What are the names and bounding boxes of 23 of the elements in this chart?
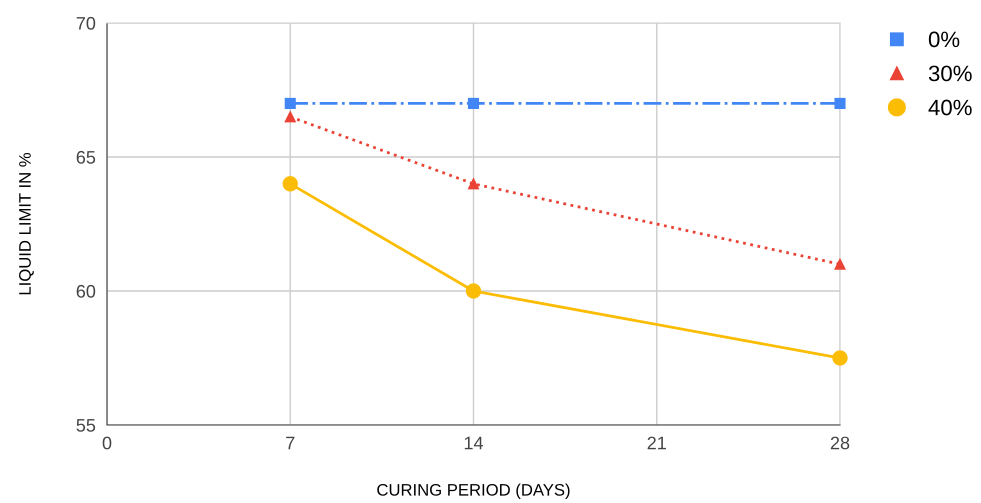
x-axis-title: CURING PERIOD (DAYS) — [377, 484, 570, 500]
x-tick-label: 14 — [464, 436, 484, 450]
x-tick-label: 21 — [648, 436, 666, 450]
point — [468, 98, 480, 109]
y-tick-label: 65 — [76, 150, 96, 164]
legend-label: 0% — [928, 32, 960, 48]
y-tick-label: 55 — [76, 419, 96, 432]
x-tick-label: 28 — [830, 436, 850, 450]
point — [284, 98, 296, 109]
point — [282, 176, 298, 192]
legend-label: 30% — [928, 66, 972, 82]
point — [466, 283, 482, 299]
y-axis-title: LIQUID LIMIT IN % — [19, 152, 34, 294]
point — [834, 98, 846, 109]
y-tick-label: 70 — [76, 16, 96, 30]
legend-label: 40% — [928, 100, 972, 116]
point — [468, 178, 480, 190]
point — [832, 350, 848, 366]
y-tick-label: 60 — [76, 284, 96, 298]
point — [834, 258, 846, 270]
x-tick-label: 0 — [102, 436, 112, 450]
point — [284, 111, 296, 122]
x-tick-label: 7 — [286, 436, 294, 450]
